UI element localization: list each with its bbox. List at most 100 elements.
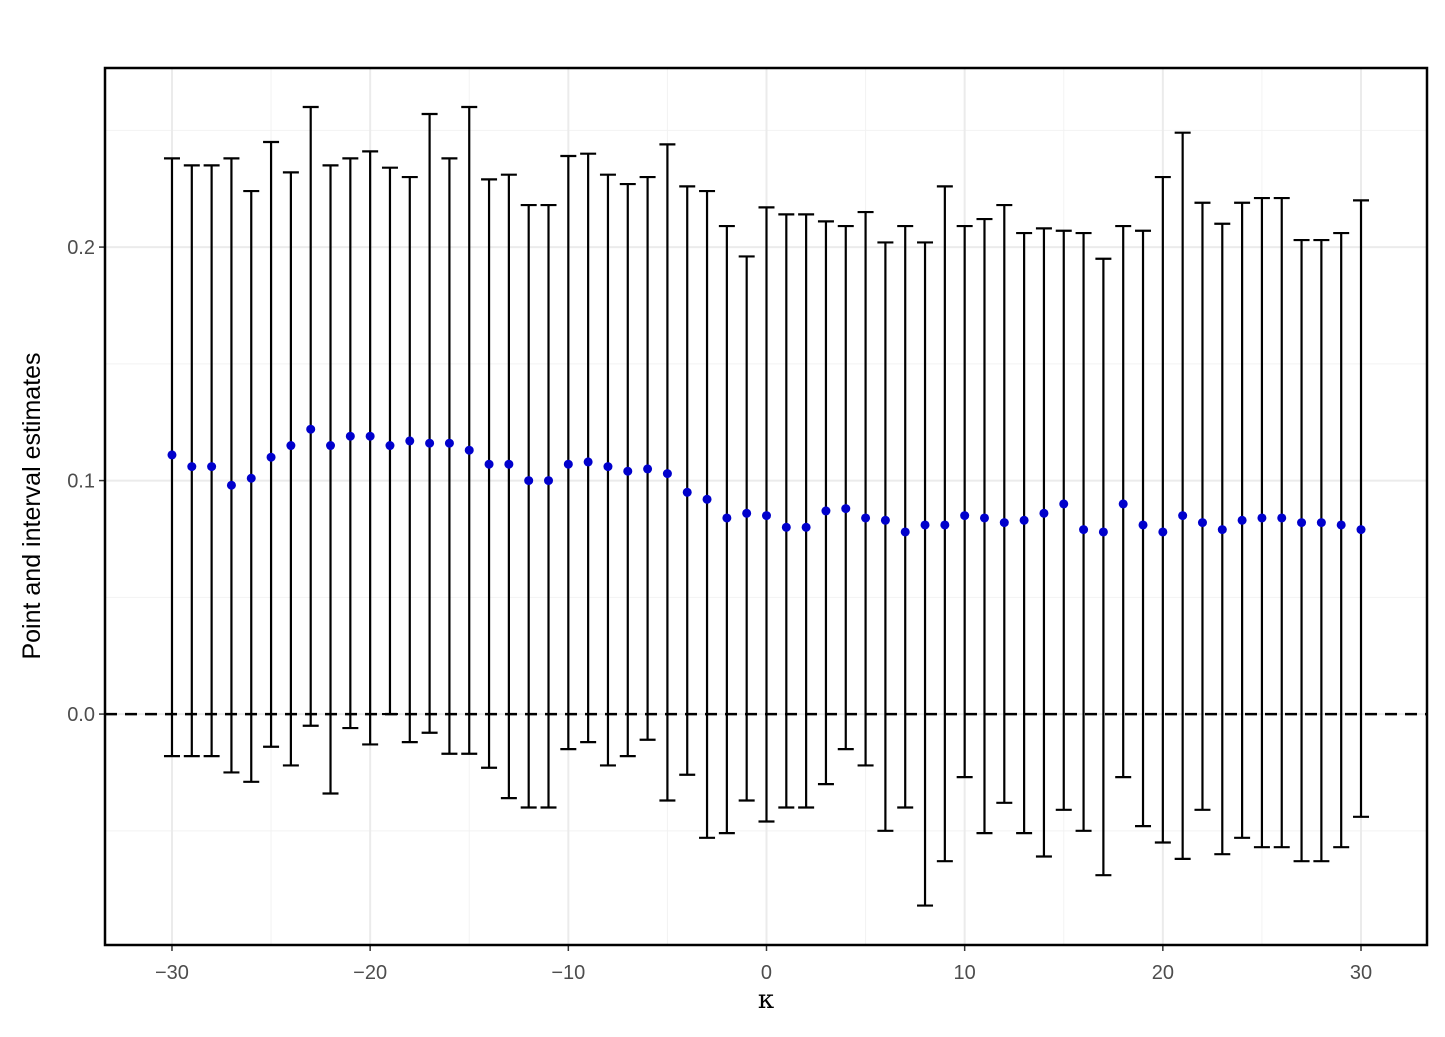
- error-bar: [381, 166, 398, 716]
- point: [563, 459, 573, 469]
- point: [1098, 527, 1108, 537]
- error-bar: [917, 241, 934, 907]
- point: [682, 487, 692, 497]
- point: [861, 513, 871, 523]
- error-bar: [263, 140, 280, 748]
- error-bar: [778, 213, 795, 809]
- error-bar: [1214, 222, 1231, 856]
- point: [1138, 520, 1148, 530]
- error-bar: [282, 171, 299, 767]
- point: [306, 424, 316, 434]
- error-bar: [817, 220, 834, 786]
- point: [583, 457, 593, 467]
- point: [187, 462, 197, 472]
- point: [999, 518, 1009, 528]
- error-bar: [183, 164, 200, 758]
- point: [425, 438, 435, 448]
- error-bar: [996, 203, 1013, 804]
- error-bar: [1313, 238, 1330, 863]
- point: [326, 441, 336, 451]
- point: [1079, 525, 1089, 535]
- error-bar: [421, 112, 438, 734]
- x-tick-label: −30: [155, 962, 189, 984]
- error-bar: [1095, 257, 1112, 877]
- error-bar: [639, 175, 656, 741]
- point: [960, 511, 970, 521]
- point: [1277, 513, 1287, 523]
- y-tick-label: 0.1: [67, 471, 95, 493]
- x-tick-label: −10: [551, 962, 585, 984]
- point: [1197, 518, 1207, 528]
- point: [207, 462, 217, 472]
- point: [761, 511, 771, 521]
- point: [1059, 499, 1069, 509]
- error-bar: [857, 210, 874, 767]
- point: [1316, 518, 1326, 528]
- point: [524, 476, 534, 486]
- error-bar: [401, 175, 418, 744]
- error-bar: [1016, 231, 1033, 835]
- error-bar: [540, 203, 557, 809]
- point: [643, 464, 653, 474]
- error-bar: [203, 164, 220, 758]
- x-tick-label: 20: [1152, 962, 1174, 984]
- point: [167, 450, 177, 460]
- error-bar: [520, 203, 537, 809]
- error-bar: [1154, 175, 1171, 844]
- point: [603, 462, 613, 472]
- error-bar: [1253, 196, 1270, 849]
- point: [1039, 508, 1049, 518]
- error-bar: [1174, 131, 1191, 860]
- error-bar: [976, 217, 993, 835]
- point: [345, 431, 355, 441]
- point: [246, 473, 256, 483]
- error-bar: [461, 105, 478, 755]
- point: [544, 476, 554, 486]
- error-bar: [1194, 201, 1211, 811]
- point: [1237, 515, 1247, 525]
- error-bar: [1333, 231, 1350, 849]
- error-bar: [837, 224, 854, 751]
- x-tick-label: 30: [1350, 962, 1372, 984]
- error-bar: [798, 213, 815, 809]
- error-bar: [441, 157, 458, 755]
- point: [781, 522, 791, 532]
- error-bar: [718, 224, 735, 835]
- point: [702, 494, 712, 504]
- point: [742, 508, 752, 518]
- point: [841, 504, 851, 514]
- point: [1019, 515, 1029, 525]
- error-bar: [322, 164, 339, 795]
- point: [1118, 499, 1128, 509]
- point: [1297, 518, 1307, 528]
- point: [365, 431, 375, 441]
- x-tick-label: 10: [954, 962, 976, 984]
- error-bar: [956, 224, 973, 779]
- point: [880, 515, 890, 525]
- point: [484, 459, 494, 469]
- error-bar: [738, 255, 755, 802]
- point: [900, 527, 910, 537]
- error-bar: [560, 154, 577, 751]
- y-tick-label: 0.2: [67, 237, 95, 259]
- x-axis-label: κ: [758, 985, 774, 1015]
- error-bar: [897, 224, 914, 809]
- point: [1158, 527, 1168, 537]
- point: [662, 469, 672, 479]
- point: [1336, 520, 1346, 530]
- error-bar: [1353, 199, 1370, 818]
- point: [722, 513, 732, 523]
- error-bar: [500, 173, 517, 800]
- y-tick-label: 0.0: [67, 704, 95, 726]
- error-bar: [302, 105, 319, 727]
- error-bar: [877, 241, 894, 832]
- error-bar: [223, 157, 240, 774]
- point: [385, 441, 395, 451]
- point: [1257, 513, 1267, 523]
- point: [920, 520, 930, 530]
- error-bar: [481, 178, 498, 769]
- point: [623, 466, 633, 476]
- point: [801, 522, 811, 532]
- error-bar: [1035, 227, 1052, 858]
